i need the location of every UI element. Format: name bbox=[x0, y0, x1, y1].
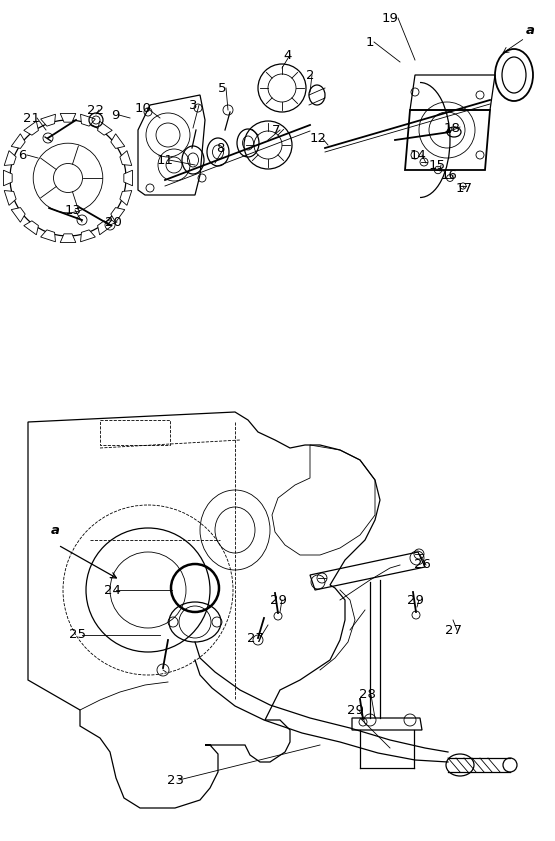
Text: 3: 3 bbox=[189, 98, 197, 112]
Text: 19: 19 bbox=[382, 12, 398, 24]
Polygon shape bbox=[24, 121, 38, 135]
Polygon shape bbox=[80, 114, 95, 126]
Text: 22: 22 bbox=[87, 103, 103, 117]
Polygon shape bbox=[11, 208, 25, 222]
Polygon shape bbox=[11, 134, 25, 148]
Polygon shape bbox=[4, 151, 16, 166]
Text: 2: 2 bbox=[306, 68, 314, 82]
Text: 14: 14 bbox=[410, 149, 426, 161]
Text: 17: 17 bbox=[456, 182, 472, 194]
Text: 26: 26 bbox=[413, 558, 431, 572]
Polygon shape bbox=[98, 121, 112, 135]
Polygon shape bbox=[4, 191, 16, 205]
Text: a: a bbox=[51, 523, 59, 537]
Text: 27: 27 bbox=[445, 623, 462, 637]
Polygon shape bbox=[41, 114, 56, 126]
Polygon shape bbox=[60, 114, 76, 122]
Text: 12: 12 bbox=[310, 131, 326, 145]
Text: 28: 28 bbox=[359, 689, 375, 701]
Text: a: a bbox=[526, 24, 534, 36]
Text: 9: 9 bbox=[111, 108, 119, 121]
Text: 27: 27 bbox=[248, 632, 265, 644]
Text: 16: 16 bbox=[441, 168, 457, 182]
Polygon shape bbox=[24, 221, 38, 235]
Text: 29: 29 bbox=[346, 704, 364, 717]
Polygon shape bbox=[124, 170, 133, 186]
Text: 29: 29 bbox=[407, 594, 423, 606]
Polygon shape bbox=[120, 151, 132, 166]
Text: 10: 10 bbox=[134, 102, 152, 114]
Text: 29: 29 bbox=[270, 594, 286, 606]
Text: 7: 7 bbox=[272, 124, 280, 136]
Text: 24: 24 bbox=[104, 584, 120, 596]
Text: 4: 4 bbox=[284, 49, 292, 61]
Polygon shape bbox=[98, 221, 112, 235]
Polygon shape bbox=[120, 191, 132, 205]
Polygon shape bbox=[111, 134, 125, 148]
Text: 25: 25 bbox=[69, 628, 87, 642]
Polygon shape bbox=[41, 230, 56, 241]
Text: 18: 18 bbox=[443, 121, 461, 135]
Text: 8: 8 bbox=[216, 141, 224, 155]
Text: 15: 15 bbox=[428, 158, 446, 172]
Text: 20: 20 bbox=[104, 215, 122, 229]
Text: 11: 11 bbox=[157, 154, 174, 167]
Polygon shape bbox=[3, 170, 12, 186]
Polygon shape bbox=[111, 208, 125, 222]
Polygon shape bbox=[60, 234, 76, 242]
Polygon shape bbox=[80, 230, 95, 241]
Text: 1: 1 bbox=[366, 35, 374, 49]
Text: 21: 21 bbox=[23, 112, 41, 124]
Text: 23: 23 bbox=[166, 774, 184, 786]
Text: 6: 6 bbox=[18, 149, 26, 161]
Text: 13: 13 bbox=[64, 204, 82, 216]
Text: 5: 5 bbox=[218, 82, 226, 94]
